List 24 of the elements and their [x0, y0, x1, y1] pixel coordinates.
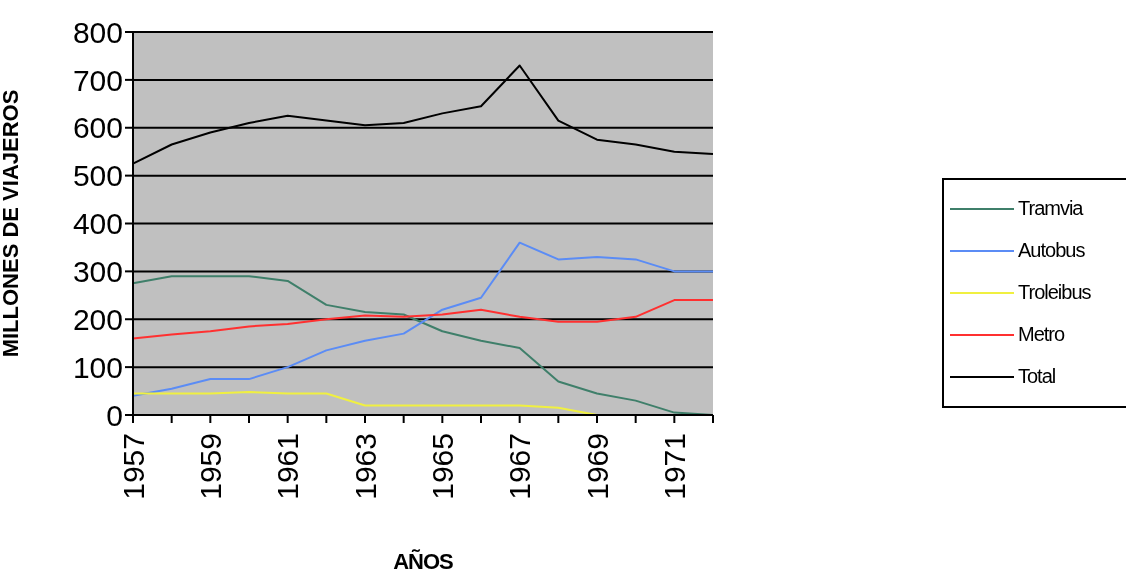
y-tick-label: 500	[72, 159, 123, 193]
legend-label: Metro	[1018, 323, 1065, 346]
y-tick-label: 0	[106, 398, 123, 432]
legend-label: Troleibus	[1018, 281, 1091, 304]
x-tick-label: 1961	[271, 433, 305, 500]
y-tick-label: 200	[72, 302, 123, 336]
y-axis-title: MILLONES DE VIAJEROS	[0, 89, 23, 358]
x-tick-label: 1959	[193, 433, 227, 500]
legend-label: Total	[1018, 365, 1056, 388]
y-tick-label: 700	[72, 63, 123, 97]
x-tick-label: 1963	[348, 433, 382, 500]
x-axis-title: AÑOS	[393, 549, 454, 574]
x-tick-label: 1971	[657, 433, 691, 500]
x-tick-label: 1969	[580, 433, 614, 500]
y-tick-label: 600	[72, 111, 123, 145]
x-tick-label: 1967	[503, 433, 537, 500]
legend-label: Autobus	[1018, 239, 1085, 262]
x-tick-label: 1965	[425, 433, 459, 500]
y-tick-label: 100	[72, 350, 123, 384]
legend-label: Tramvia	[1018, 197, 1083, 220]
y-tick-label: 800	[72, 15, 123, 49]
y-tick-label: 300	[72, 255, 123, 289]
y-tick-label: 400	[72, 207, 123, 241]
x-tick-label: 1957	[116, 433, 150, 500]
